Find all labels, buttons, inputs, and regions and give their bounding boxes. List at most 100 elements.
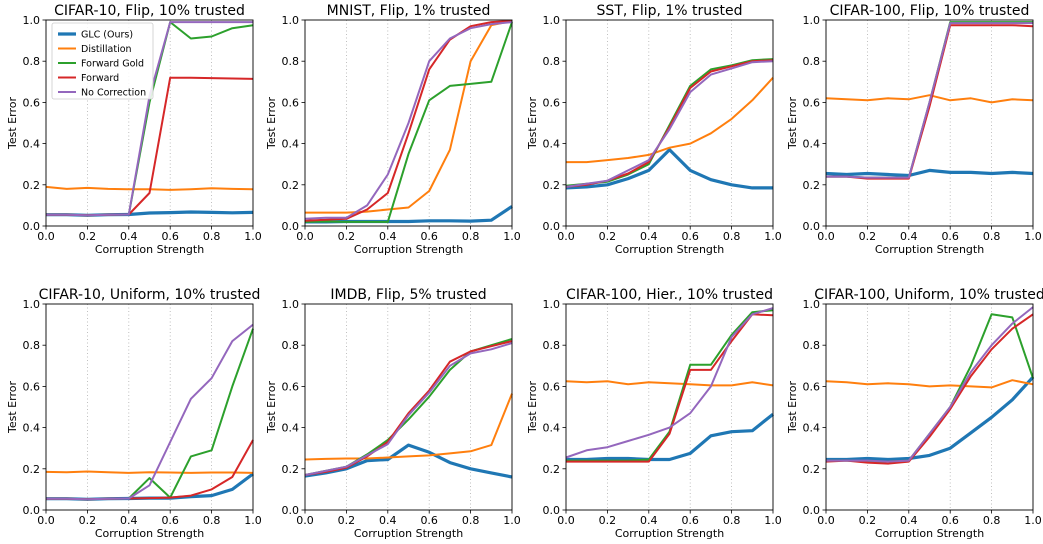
plot-frame [825,19,1034,227]
x-tick-label: 0.0 [817,230,835,243]
x-tick-label: 0.4 [900,230,918,243]
x-axis-label: Corruption Strength [95,527,204,540]
chart-panel-8: 0.0 0.2 0.4 0.6 0.8 1.00.00.20.40.60.81.0CIFA… [786,287,1043,540]
series-line-no-correction [304,21,513,220]
series-line-distillation [45,470,254,474]
x-tick-label: 0.4 [379,230,397,243]
x-axis-label: Corruption Strength [875,527,984,540]
series-line-distillation [825,94,1034,104]
y-tick-label: 0.2 [282,179,300,192]
legend: GLC (Ours) Distillation Forward Gold Forwar… [51,22,154,100]
series-line-forward-gold [826,313,1034,463]
y-axis-label: Test Error [786,97,799,150]
y-tick-label: 1.0 [803,298,821,311]
y-tick-label: 0.0 [543,220,561,233]
y-tick-label: 0.0 [803,220,821,233]
series-line-forward [825,313,1034,465]
legend-entry: Distillation [81,44,132,55]
panel-title: CIFAR-100, Uniform, 10% trusted [814,287,1043,303]
x-tick-label: 0.6 [420,230,438,243]
y-axis-label: Test Error [265,381,278,434]
plot-frame [45,303,254,511]
plot-frame [565,303,774,511]
series-line-forward [566,313,774,463]
series-line-distillation [566,77,774,164]
x-tick-label: 0.6 [941,514,959,527]
x-tick-label: 0.2 [338,514,356,527]
y-tick-label: 0.4 [23,138,41,151]
series-line-no-correction [304,342,513,476]
series-line-no-correction [826,22,1033,179]
x-tick-label: 0.6 [161,514,179,527]
legend-box [51,22,154,100]
x-tick-label: 0.0 [557,514,575,527]
panel-title: CIFAR-10, Flip, 10% trusted [54,3,245,19]
y-tick-label: 0.8 [543,339,561,352]
x-tick-label: 0.8 [723,230,741,243]
y-tick-label: 0.8 [543,55,561,68]
series-line-glc-ours [565,148,773,190]
y-tick-label: 0.8 [23,55,41,68]
chart-panel-1: 0.0 0.2 0.4 0.6 0.8 1.0 0.0 0.2 0.4 0.6 0.8 1.0 CIFA… [6,3,262,256]
y-tick-label: 0.4 [803,138,821,151]
chart-panel-5: 0.0 0.2 0.4 0.6 0.8 1.00.00.20.40.60.81.0CIFA… [6,287,262,540]
x-tick-label: 1.0 [244,514,262,527]
panel-title: CIFAR-100, Hier., 10% trusted [566,287,773,303]
series-line-forward [46,439,254,501]
series-line-glc-ours [304,443,513,479]
series-line-glc-ours [826,376,1035,462]
y-tick-label: 0.6 [23,96,41,109]
y-tick-label: 0.0 [282,504,300,517]
x-tick-label: 0.8 [723,514,741,527]
y-axis-label: Test Error [6,97,19,150]
panel-title: MNIST, Flip, 1% trusted [327,3,491,19]
x-tick-label: 0.0 [296,514,314,527]
y-tick-label: 1.0 [23,298,41,311]
y-tick-label: 1.0 [23,14,41,27]
x-tick-label: 0.6 [420,514,438,527]
y-tick-label: 0.4 [543,138,561,151]
x-tick-label: 0.8 [983,514,1001,527]
x-tick-label: 0.0 [37,514,55,527]
x-tick-label: 1.0 [503,230,521,243]
x-tick-label: 0.6 [681,514,699,527]
y-tick-label: 0.6 [23,380,41,393]
legend-entry: Forward [81,73,119,84]
x-tick-label: 0.8 [462,230,480,243]
y-tick-label: 0.8 [803,55,821,68]
x-tick-label: 1.0 [503,514,521,527]
y-axis-label: Test Error [265,97,278,150]
y-tick-label: 0.2 [543,179,561,192]
y-tick-label: 0.2 [803,463,821,476]
panel-title: IMDB, Flip, 5% trusted [330,287,486,303]
y-tick-label: 1.0 [543,298,561,311]
series-line-forward-gold [304,21,513,223]
series-line-distillation [825,379,1034,389]
x-tick-label: 0.4 [640,514,658,527]
x-tick-label: 0.0 [296,230,314,243]
x-axis-label: Corruption Strength [354,527,463,540]
series-line-distillation [305,20,513,214]
x-tick-label: 0.6 [681,230,699,243]
x-tick-label: 0.0 [817,514,835,527]
series-line-glc-ours [566,412,774,462]
y-tick-label: 0.0 [23,504,41,517]
x-tick-label: 0.2 [599,514,617,527]
panel-title: CIFAR-10, Uniform, 10% trusted [39,287,261,303]
x-axis-label: Corruption Strength [615,243,724,256]
x-tick-label: 1.0 [1024,514,1042,527]
x-tick-label: 1.0 [244,230,262,243]
x-tick-label: 0.6 [941,230,959,243]
series-line-distillation [565,380,774,387]
series-line-no-correction [565,307,774,459]
y-tick-label: 0.8 [803,339,821,352]
x-tick-label: 0.4 [640,230,658,243]
y-tick-label: 0.0 [803,504,821,517]
chart-panel-4: 0.0 0.2 0.4 0.6 0.8 1.0 0.0 0.2 0.4 0.6 0.8 1.0 CIFA… [786,3,1042,256]
y-tick-label: 0.6 [543,380,561,393]
chart-panel-2: 0.0 0.2 0.4 0.6 0.8 1.0 0.0 0.2 0.4 0.6 0.8 1.0 MNIS… [265,3,521,256]
legend-entry: Forward Gold [81,58,144,69]
series-line-distillation [304,393,513,461]
x-tick-label: 0.8 [462,514,480,527]
